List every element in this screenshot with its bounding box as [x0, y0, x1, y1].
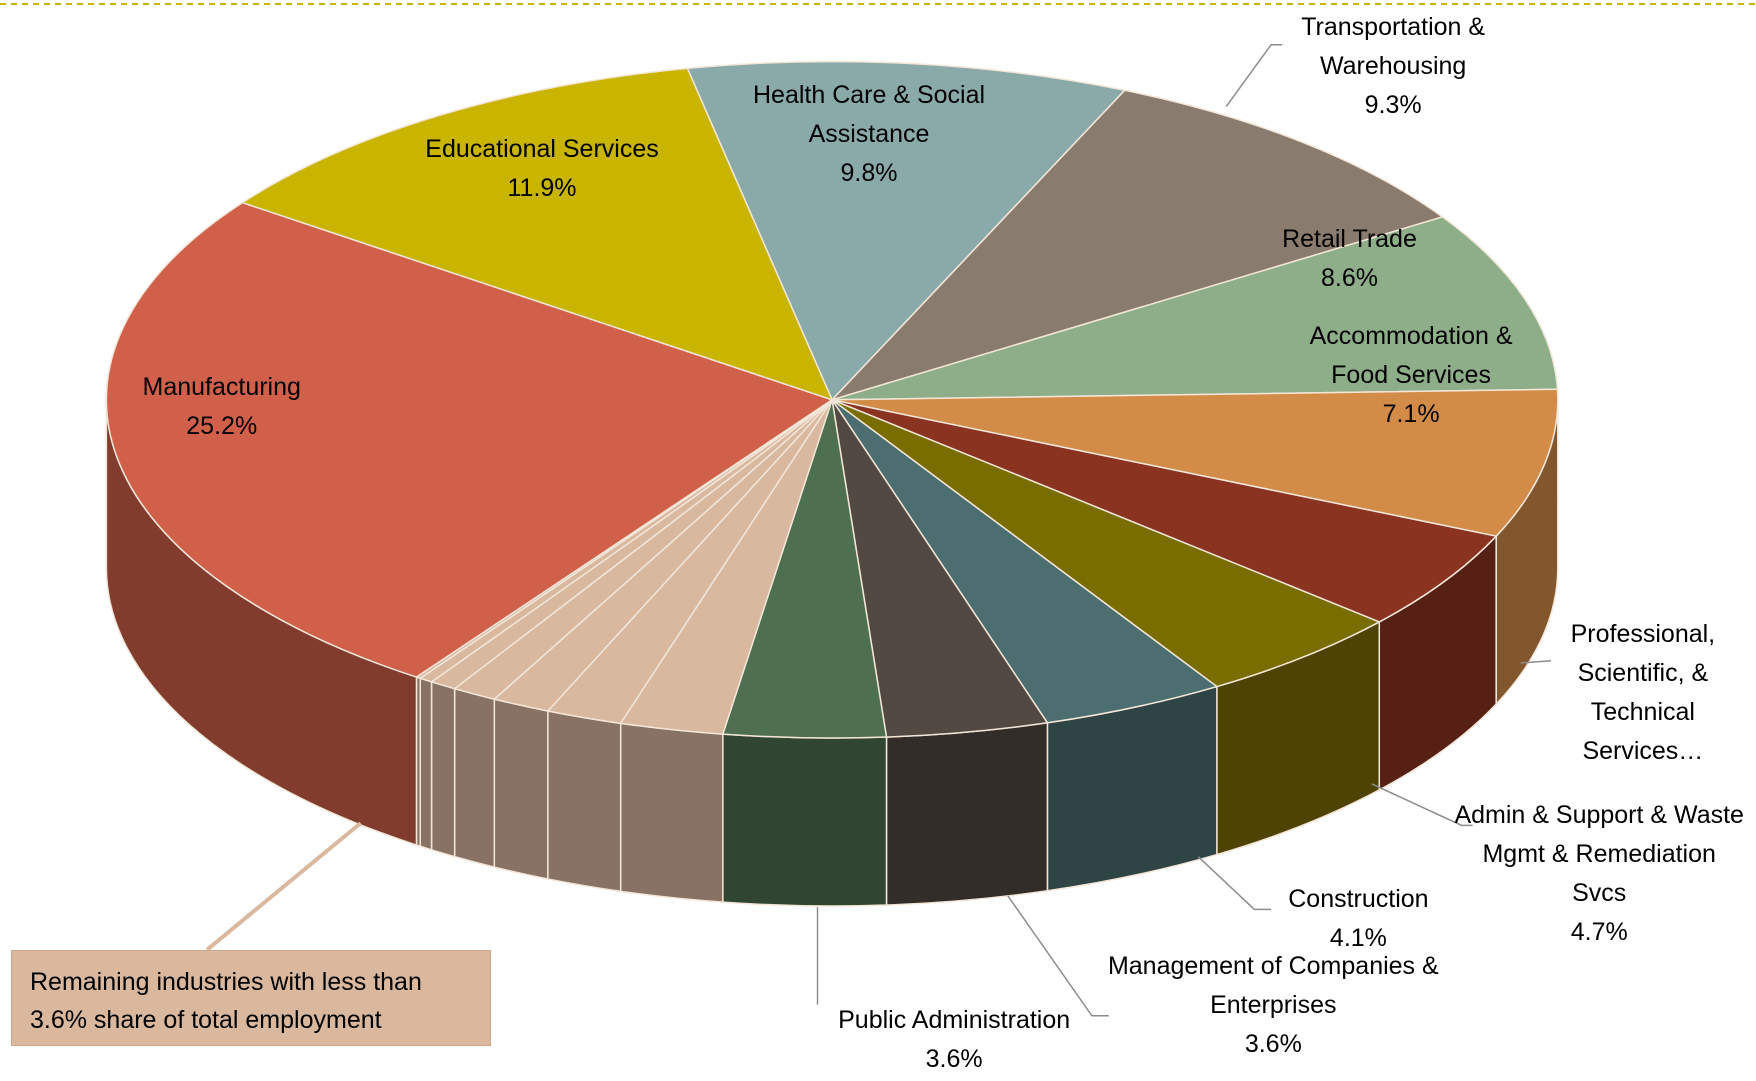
slice: [831, 399, 1498, 623]
value-label: 7.1%: [1382, 399, 1440, 428]
category-label: Retail Trade: [1282, 224, 1417, 253]
slice: [831, 399, 1219, 724]
category-label: Accommodation & Food Services: [1309, 321, 1513, 389]
slice: [686, 60, 1127, 402]
category-label: Public Administration: [838, 1006, 1071, 1035]
category-label: Educational Services: [425, 134, 659, 163]
slice-side: [547, 710, 622, 893]
annotation-leader: [205, 821, 362, 952]
value-label: 3.6%: [1244, 1030, 1302, 1059]
slice-side: [493, 698, 549, 880]
slice-side: [430, 680, 456, 858]
value-label: 11.9%: [507, 173, 577, 202]
leader-line: [1197, 856, 1272, 911]
category-label: Management of Companies & Enterprises: [1107, 952, 1439, 1020]
slice-side: [619, 722, 724, 903]
category-label: Transportation & Warehousing: [1301, 12, 1486, 80]
leader-line: [1007, 895, 1109, 1017]
slice-side: [722, 733, 888, 907]
slice: [829, 89, 1445, 402]
slice: [831, 216, 1559, 401]
annotation: Remaining industries with less than 3.6%…: [11, 950, 491, 1046]
slice: [831, 388, 1559, 537]
value-label: 4.1%: [1329, 924, 1387, 953]
slice: [831, 399, 1382, 688]
value-label: 8.6%: [1320, 263, 1378, 292]
category-label: Admin & Support & Waste Mgmt & Remediati…: [1454, 801, 1744, 908]
leader-line: [1371, 783, 1473, 827]
category-label: Construction: [1288, 885, 1429, 914]
value-label: 9.8%: [840, 159, 898, 188]
slice-side: [419, 677, 433, 851]
value-label: 9.3%: [1364, 90, 1422, 119]
slice-side: [453, 687, 496, 869]
slice: [240, 67, 834, 402]
value-label: 25.2%: [186, 412, 258, 441]
slice: [105, 201, 834, 678]
leader-line: [1225, 44, 1283, 107]
category-label: Health Care & Social Assistance: [752, 81, 986, 149]
value-label: 4.7%: [1570, 918, 1628, 947]
leader-line: [1520, 659, 1552, 664]
slice-side: [885, 721, 1049, 906]
value-label: 3.6%: [925, 1045, 983, 1074]
category-label: Professional, Scientific, & Technical Se…: [1570, 619, 1716, 765]
category-label: Manufacturing: [142, 373, 301, 402]
